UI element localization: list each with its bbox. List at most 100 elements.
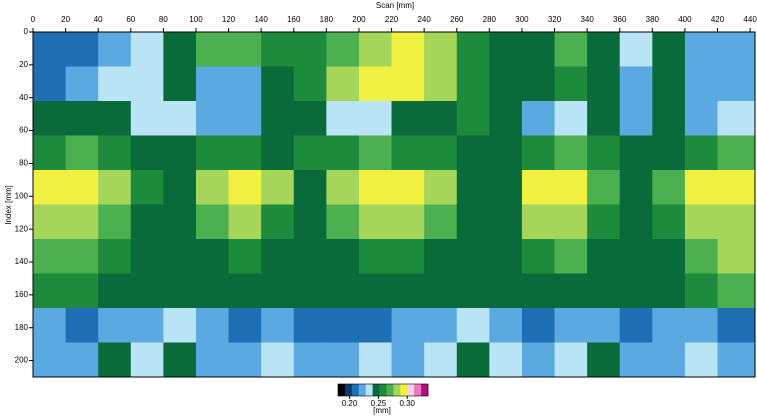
heatmap-cell: [652, 67, 685, 102]
heatmap-cell: [163, 32, 196, 67]
heatmap-cell: [131, 239, 164, 274]
heatmap-cell: [718, 136, 756, 171]
x-tick-label: 340: [580, 15, 594, 24]
heatmap-cell: [33, 343, 66, 378]
heatmap-cell: [685, 101, 718, 136]
heatmap-cell: [620, 205, 653, 240]
heatmap-cell: [261, 67, 294, 102]
heatmap-cell: [424, 32, 457, 67]
heatmap-cell: [489, 67, 522, 102]
heatmap-cell: [163, 205, 196, 240]
heatmap-cell: [163, 67, 196, 102]
heatmap-cell: [131, 343, 164, 378]
heatmap-cell: [392, 343, 425, 378]
heatmap-cell: [66, 239, 99, 274]
heatmap-cell: [359, 239, 392, 274]
x-tick-label: 120: [222, 15, 236, 24]
heatmap-cell: [718, 239, 756, 274]
heatmap-cell: [457, 67, 490, 102]
heatmap-cell: [229, 101, 262, 136]
heatmap-cell: [66, 274, 99, 309]
heatmap-cell: [522, 101, 555, 136]
heatmap-cell: [587, 136, 620, 171]
heatmap-cell: [359, 136, 392, 171]
y-tick-label: 120: [15, 224, 29, 233]
heatmap-cell: [555, 67, 588, 102]
heatmap-cell: [326, 101, 359, 136]
heatmap-cell: [33, 170, 66, 205]
heatmap-cell: [457, 32, 490, 67]
heatmap-cell: [489, 239, 522, 274]
heatmap-cell: [98, 67, 131, 102]
x-tick-label: 220: [385, 15, 399, 24]
heatmap-cell: [620, 239, 653, 274]
y-tick-label: 20: [19, 60, 28, 69]
heatmap-cell: [424, 274, 457, 309]
x-tick-label: 380: [646, 15, 660, 24]
heatmap-cell: [196, 67, 229, 102]
heatmap-cell: [392, 67, 425, 102]
heatmap-cell: [66, 170, 99, 205]
heatmap-cell: [522, 274, 555, 309]
heatmap-cell: [457, 274, 490, 309]
heatmap-cell: [163, 343, 196, 378]
x-tick-label: 280: [483, 15, 497, 24]
heatmap-cell: [196, 239, 229, 274]
colorbar-swatch: [366, 384, 373, 396]
colorbar-tick-label: 0.30: [399, 399, 415, 408]
y-tick-label: 60: [19, 126, 28, 135]
heatmap-cell: [685, 170, 718, 205]
heatmap-cell: [294, 67, 327, 102]
chart: Scan [mm] Index [mm] [mm] 02040608010012…: [0, 0, 757, 416]
heatmap-cell: [522, 67, 555, 102]
heatmap-cell: [163, 101, 196, 136]
heatmap-cell: [98, 136, 131, 171]
heatmap-cell: [685, 274, 718, 309]
heatmap-cell: [33, 101, 66, 136]
colorbar-swatch: [373, 384, 380, 396]
heatmap-cell: [261, 308, 294, 343]
heatmap-cell: [620, 32, 653, 67]
heatmap-cell: [229, 32, 262, 67]
heatmap-cell: [522, 170, 555, 205]
heatmap-cell: [587, 205, 620, 240]
heatmap-cell: [685, 239, 718, 274]
heatmap-cell: [98, 308, 131, 343]
colorbar-swatch: [345, 384, 352, 396]
heatmap-cell: [66, 101, 99, 136]
heatmap-cell: [555, 170, 588, 205]
heatmap-cell: [392, 274, 425, 309]
heatmap-cell: [131, 274, 164, 309]
colorbar-swatch: [380, 384, 387, 396]
heatmap-cell: [424, 239, 457, 274]
heatmap-cell: [229, 136, 262, 171]
x-tick-label: 400: [678, 15, 692, 24]
x-tick-label: 360: [613, 15, 627, 24]
heatmap-cell: [718, 32, 756, 67]
x-tick-label: 260: [450, 15, 464, 24]
heatmap-cell: [555, 239, 588, 274]
heatmap-cell: [131, 205, 164, 240]
heatmap-cell: [33, 239, 66, 274]
heatmap-cell: [294, 205, 327, 240]
heatmap-cell: [489, 308, 522, 343]
x-tick-label: 20: [61, 15, 70, 24]
y-tick-label: 140: [15, 257, 29, 266]
heatmap-cell: [392, 308, 425, 343]
heatmap-cell: [163, 170, 196, 205]
heatmap-cell: [359, 67, 392, 102]
heatmap-cell: [261, 239, 294, 274]
x-tick-label: 440: [743, 15, 757, 24]
heatmap-cell: [359, 274, 392, 309]
heatmap-cell: [326, 343, 359, 378]
heatmap-cell: [326, 67, 359, 102]
x-tick-label: 60: [126, 15, 135, 24]
heatmap-cell: [587, 32, 620, 67]
heatmap-cell: [652, 101, 685, 136]
y-tick-label: 180: [15, 323, 29, 332]
heatmap-cell: [196, 101, 229, 136]
heatmap-cell: [98, 32, 131, 67]
heatmap-cell: [261, 101, 294, 136]
heatmap-cell: [522, 136, 555, 171]
heatmap-cell: [424, 170, 457, 205]
